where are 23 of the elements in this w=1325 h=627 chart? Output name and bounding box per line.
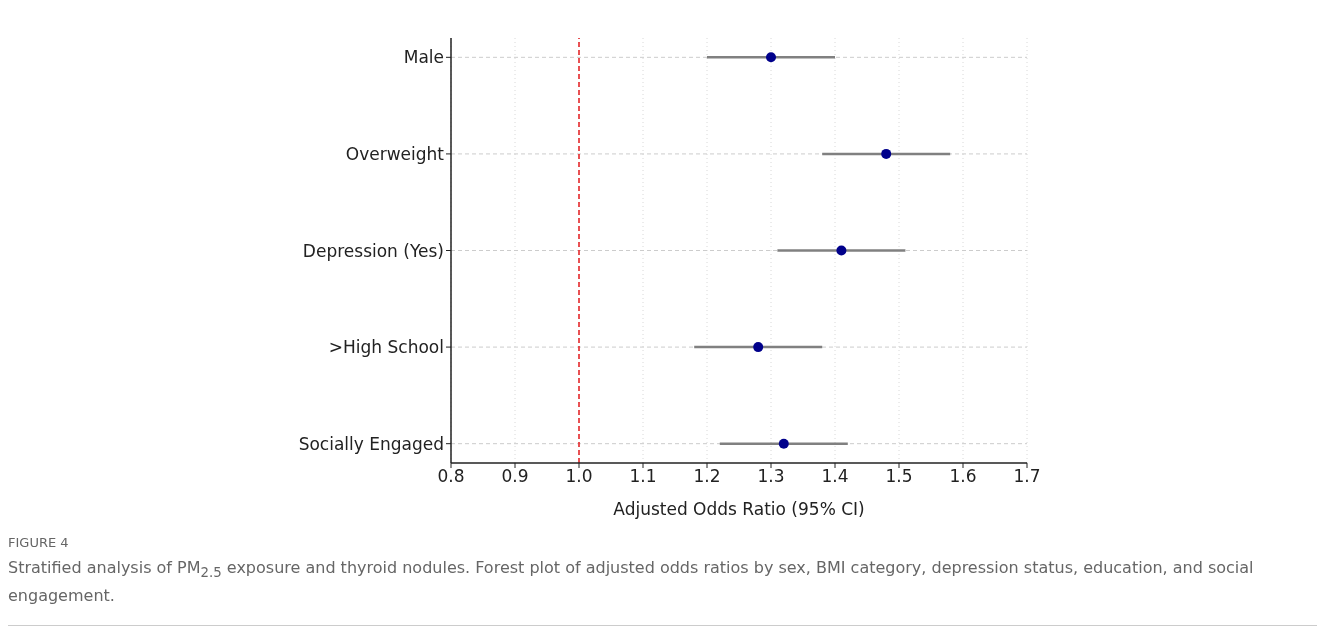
x-tick-label: 1.3 — [757, 466, 785, 487]
x-tick-label: 1.1 — [629, 466, 657, 487]
x-tick-label: 0.8 — [437, 466, 465, 487]
x-tick-label: 1.6 — [949, 466, 977, 487]
point — [836, 245, 847, 256]
text: Stratified analysis of PM$_{2.5}$ exposure and thyroid nodules. Forest plot of adjusted odds ratios by sex, BMI category, depression status, education, and social engagement. — [8, 558, 1254, 606]
y-tick-label: Socially Engaged — [298, 433, 444, 454]
y-tick-label: Overweight — [345, 143, 445, 164]
x-tick-label: 0.9 — [501, 466, 529, 487]
x-tick-label: 1.0 — [565, 466, 593, 487]
x-tick-label: 1.5 — [885, 466, 913, 487]
caption: FIGURE 4 — [8, 535, 70, 550]
point — [778, 438, 789, 449]
x-tick-label: 1.7 — [1013, 466, 1041, 487]
point — [881, 148, 892, 159]
x-tick-label: 1.2 — [693, 466, 721, 487]
y-tick-label: Depression (Yes) — [302, 240, 444, 261]
x-tick-label: 1.4 — [821, 466, 849, 487]
y-tick-label: Male — [403, 47, 444, 68]
point — [766, 52, 776, 63]
y-tick-label: >High School — [328, 337, 444, 358]
x-axis-title: Adjusted Odds Ratio (95% CI) — [613, 499, 865, 519]
point — [753, 342, 764, 353]
